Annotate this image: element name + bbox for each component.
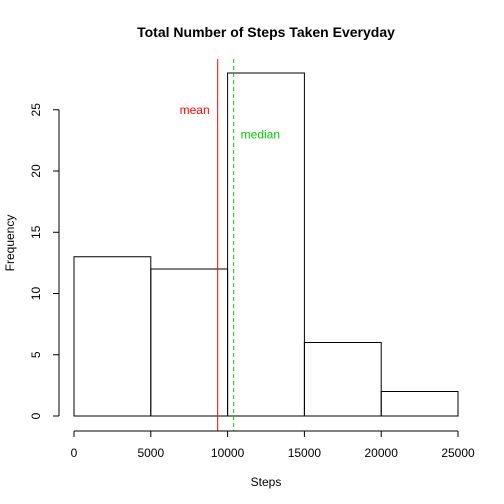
- y-tick-label: 10: [29, 287, 43, 301]
- chart-title: Total Number of Steps Taken Everyday: [137, 24, 395, 40]
- x-tick-label: 5000: [137, 446, 164, 460]
- histogram-bar: [303, 342, 382, 417]
- y-tick-label: 15: [29, 225, 43, 239]
- y-tick-label: 0: [29, 412, 43, 419]
- histogram-bar: [150, 268, 229, 417]
- x-tick-label: 20000: [365, 446, 399, 460]
- y-tick-label: 5: [29, 351, 43, 358]
- x-tick-label: 25000: [441, 446, 475, 460]
- x-axis: 0 5000 10000 15000 20000 25000: [71, 430, 475, 460]
- y-tick-label: 25: [29, 103, 43, 117]
- histogram-bar: [227, 72, 305, 417]
- mean-label: mean: [180, 103, 210, 117]
- bars: [73, 72, 459, 417]
- x-tick-label: 15000: [288, 446, 322, 460]
- histogram-bar: [73, 256, 152, 417]
- y-axis: 0 5 10 15 20 25: [29, 103, 60, 419]
- histogram-bar: [380, 391, 459, 417]
- x-tick-label: 0: [71, 446, 78, 460]
- median-label: median: [241, 127, 280, 141]
- y-tick-label: 20: [29, 164, 43, 178]
- x-axis-label: Steps: [251, 475, 282, 489]
- reference-lines: mean median: [180, 59, 280, 431]
- x-tick-label: 10000: [211, 446, 245, 460]
- y-axis-label: Frequency: [3, 215, 17, 272]
